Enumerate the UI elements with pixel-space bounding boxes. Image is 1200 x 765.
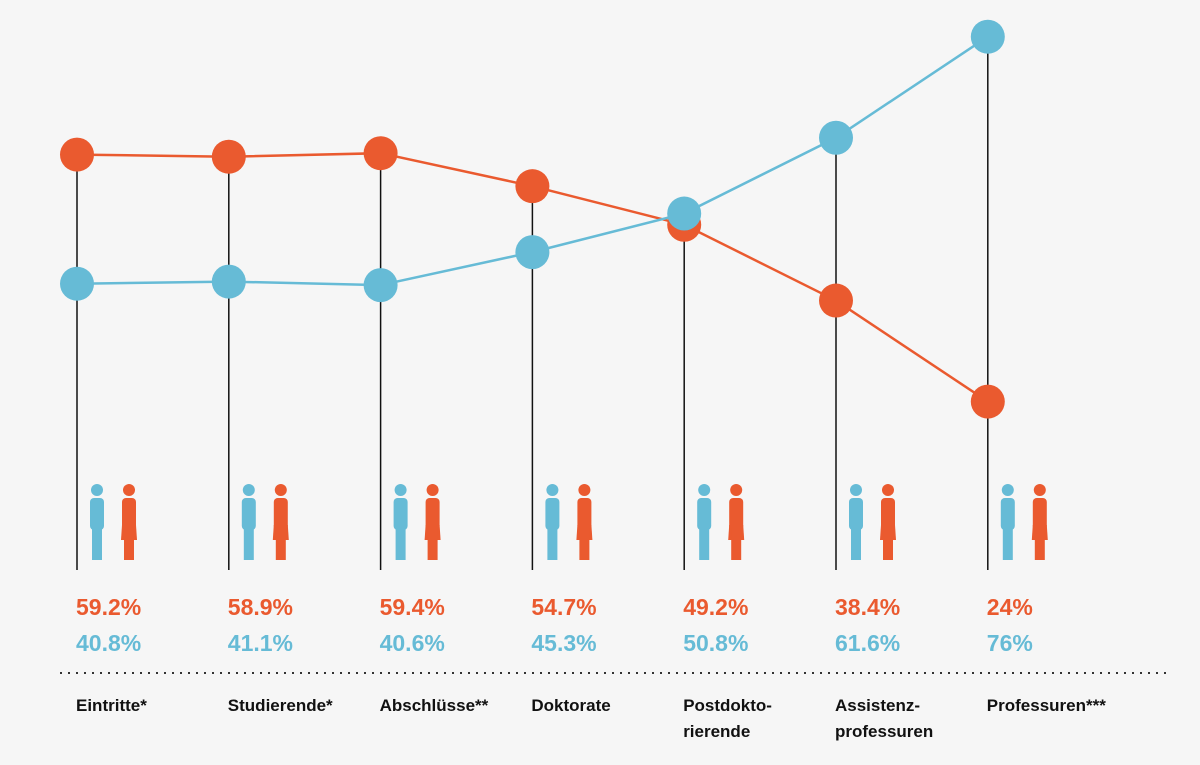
icon-head	[882, 484, 894, 496]
icon-legs	[1002, 528, 1013, 560]
point	[211, 139, 246, 174]
value-label: 38.4%	[835, 594, 901, 620]
icon-head	[394, 484, 407, 496]
icon-body	[577, 498, 592, 530]
point	[667, 196, 702, 231]
value-label: 76%	[986, 630, 1033, 656]
point	[60, 137, 94, 172]
icon-head	[426, 484, 439, 496]
category-label: Assistenz- professuren	[835, 696, 934, 741]
value-label: 41.1%	[227, 630, 294, 656]
value-label: 49.2%	[683, 594, 749, 620]
category-label: Postdokto- rierende	[683, 696, 772, 741]
person-icon	[1031, 484, 1048, 560]
person-icon	[880, 484, 896, 560]
icon-legs	[731, 528, 742, 560]
point	[363, 136, 398, 171]
icon-legs	[243, 528, 254, 560]
person-icon	[545, 484, 560, 560]
icon-head	[1033, 484, 1046, 496]
icon-body	[881, 498, 895, 530]
person-icon	[272, 484, 289, 560]
icon-head	[123, 484, 135, 496]
category-label: Studierende*	[227, 696, 333, 715]
value-label: 45.3%	[531, 630, 597, 656]
icon-body	[729, 498, 744, 530]
person-icon	[121, 484, 137, 560]
person-icon	[697, 484, 712, 560]
category-label: Abschlüsse**	[379, 696, 489, 715]
icon-head	[578, 484, 591, 496]
person-icon	[424, 484, 441, 560]
point	[515, 235, 550, 270]
icon-body	[273, 498, 288, 530]
icon-legs	[1034, 528, 1045, 560]
icon-legs	[699, 528, 710, 560]
point	[819, 120, 853, 155]
value-label: 61.6%	[835, 630, 901, 656]
value-label: 40.8%	[76, 630, 142, 656]
icon-legs	[395, 528, 406, 560]
icon-body	[90, 498, 104, 530]
value-label: 59.4%	[379, 594, 445, 620]
icon-head	[850, 484, 862, 496]
icon-legs	[92, 528, 102, 560]
value-label: 54.7%	[531, 594, 597, 620]
value-label: 24%	[986, 594, 1033, 620]
icon-legs	[579, 528, 590, 560]
icon-head	[546, 484, 559, 496]
icon-body	[545, 498, 560, 530]
icon-body	[425, 498, 440, 530]
value-label: 50.8%	[683, 630, 749, 656]
person-icon	[90, 484, 104, 560]
person-icon	[728, 484, 745, 560]
icon-head	[91, 484, 103, 496]
value-label: 58.9%	[227, 594, 294, 620]
icon-legs	[851, 528, 861, 560]
point	[515, 169, 550, 204]
point	[211, 264, 246, 299]
icon-head	[274, 484, 287, 496]
person-icon	[1000, 484, 1015, 560]
icon-head	[698, 484, 711, 496]
point	[970, 384, 1005, 419]
value-label: 40.6%	[379, 630, 445, 656]
icon-legs	[547, 528, 558, 560]
icon-body	[1000, 498, 1015, 530]
point	[819, 283, 853, 318]
category-label: Professuren***	[986, 696, 1106, 715]
icon-body	[849, 498, 863, 530]
point	[60, 266, 94, 301]
category-label: Eintritte*	[76, 696, 147, 715]
category-label: Doktorate	[531, 696, 611, 715]
icon-head	[242, 484, 255, 496]
icon-body	[1032, 498, 1047, 530]
point	[970, 19, 1005, 54]
value-label: 59.2%	[76, 594, 142, 620]
icon-head	[1001, 484, 1014, 496]
person-icon	[393, 484, 408, 560]
person-icon	[241, 484, 256, 560]
icon-body	[393, 498, 408, 530]
icon-legs	[883, 528, 893, 560]
point	[363, 268, 398, 303]
icon-body	[697, 498, 712, 530]
person-icon	[576, 484, 593, 560]
icon-body	[241, 498, 256, 530]
icon-legs	[275, 528, 286, 560]
icon-head	[730, 484, 743, 496]
icon-body	[122, 498, 136, 530]
icon-legs	[427, 528, 438, 560]
person-icon	[849, 484, 863, 560]
icon-legs	[124, 528, 134, 560]
